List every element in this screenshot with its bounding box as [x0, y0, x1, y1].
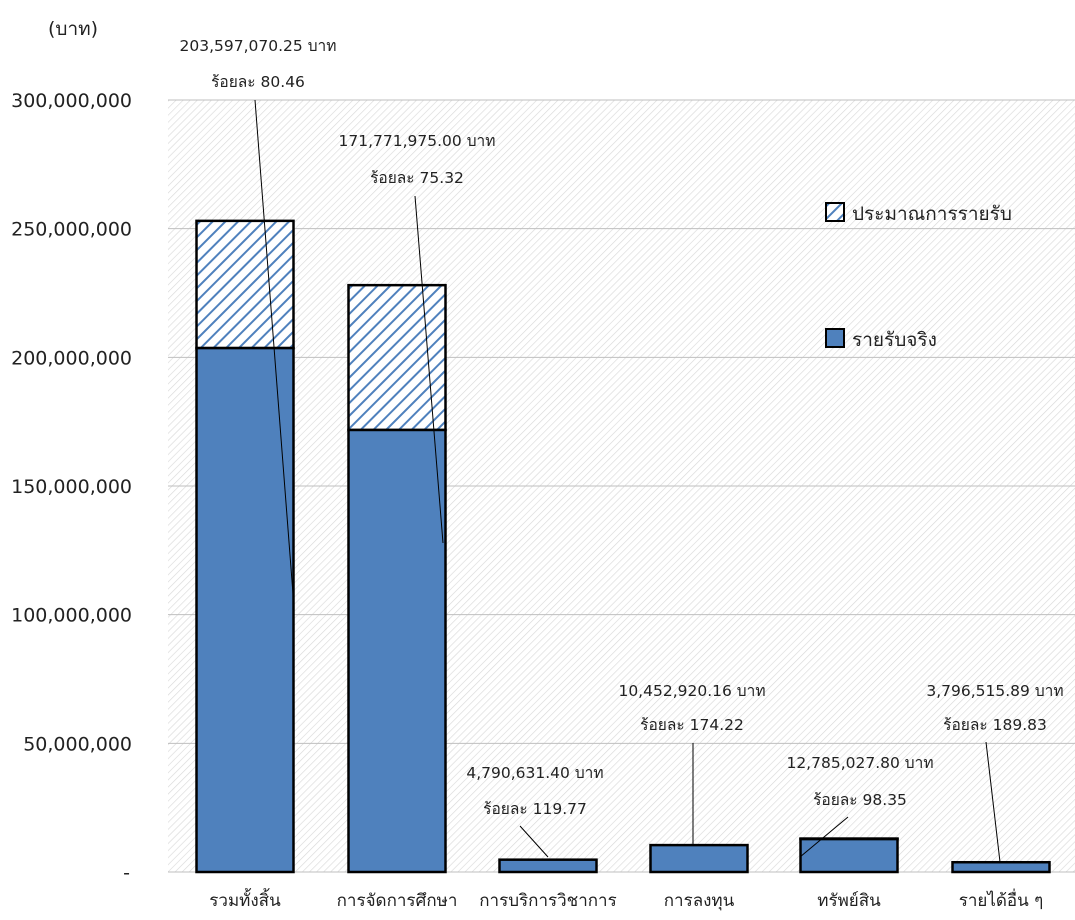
data-label-amount: 12,785,027.80 บาท: [786, 754, 933, 772]
data-label-percent: ร้อยละ 80.46: [211, 73, 305, 91]
bar-actual: [799, 837, 899, 874]
x-tick-label: รวมทั้งสิ้น: [209, 888, 281, 911]
data-label-amount: 203,597,070.25 บาท: [180, 37, 337, 55]
y-unit-label: (บาท): [48, 18, 98, 40]
x-axis: รวมทั้งสิ้น การจัดการศึกษา การบริการวิชากา…: [209, 888, 1043, 911]
x-tick-label: การบริการวิชาการ: [479, 891, 616, 911]
legend-label-actual: รายรับจริง: [852, 329, 937, 351]
bar-actual: [195, 346, 295, 874]
bar-estimate: [347, 283, 447, 432]
leader-lines: [254, 99, 1001, 863]
data-label-percent: ร้อยละ 174.22: [640, 716, 744, 734]
legend-swatch-estimate: [825, 202, 845, 222]
y-tick-label: 100,000,000: [11, 605, 132, 627]
bar-actual: [498, 858, 598, 874]
y-tick-label: 250,000,000: [11, 219, 132, 241]
data-label-amount: 10,452,920.16 บาท: [618, 682, 765, 700]
data-label-percent: ร้อยละ 75.32: [370, 169, 464, 187]
y-tick-label: 300,000,000: [11, 90, 132, 112]
bar-actual: [649, 843, 749, 874]
y-tick-label: -: [123, 862, 130, 884]
data-label-percent: ร้อยละ 189.83: [943, 716, 1047, 734]
legend-swatch-actual: [825, 328, 845, 348]
bar-actual: [951, 860, 1051, 874]
data-label-amount: 171,771,975.00 บาท: [339, 132, 496, 150]
x-tick-label: ทรัพย์สิน: [817, 891, 881, 911]
y-axis: - 50,000,000 100,000,000 150,000,000 200,000…: [11, 90, 132, 884]
data-label-amount: 4,790,631.40 บาท: [466, 764, 603, 782]
x-tick-label: รายได้อื่น ๆ: [959, 888, 1044, 911]
leader-line: [799, 816, 849, 858]
x-tick-label: การจัดการศึกษา: [337, 891, 458, 911]
bars: [195, 219, 1051, 874]
data-label-percent: ร้อยละ 119.77: [483, 800, 587, 818]
leader-line: [985, 741, 1001, 863]
y-tick-label: 200,000,000: [11, 347, 132, 369]
y-tick-label: 50,000,000: [23, 733, 132, 755]
x-tick-label: การลงทุน: [664, 891, 735, 911]
bar-actual: [347, 428, 447, 874]
legend-label-estimate: ประมาณการรายรับ: [852, 203, 1012, 225]
leader-line: [519, 825, 549, 858]
data-label-amount: 3,796,515.89 บาท: [926, 682, 1063, 700]
y-tick-label: 150,000,000: [11, 476, 132, 498]
bar-estimate: [195, 219, 295, 350]
data-label-percent: ร้อยละ 98.35: [813, 791, 907, 809]
leader-line: [414, 195, 444, 544]
leader-line: [254, 99, 294, 595]
gridlines: [168, 99, 1075, 873]
